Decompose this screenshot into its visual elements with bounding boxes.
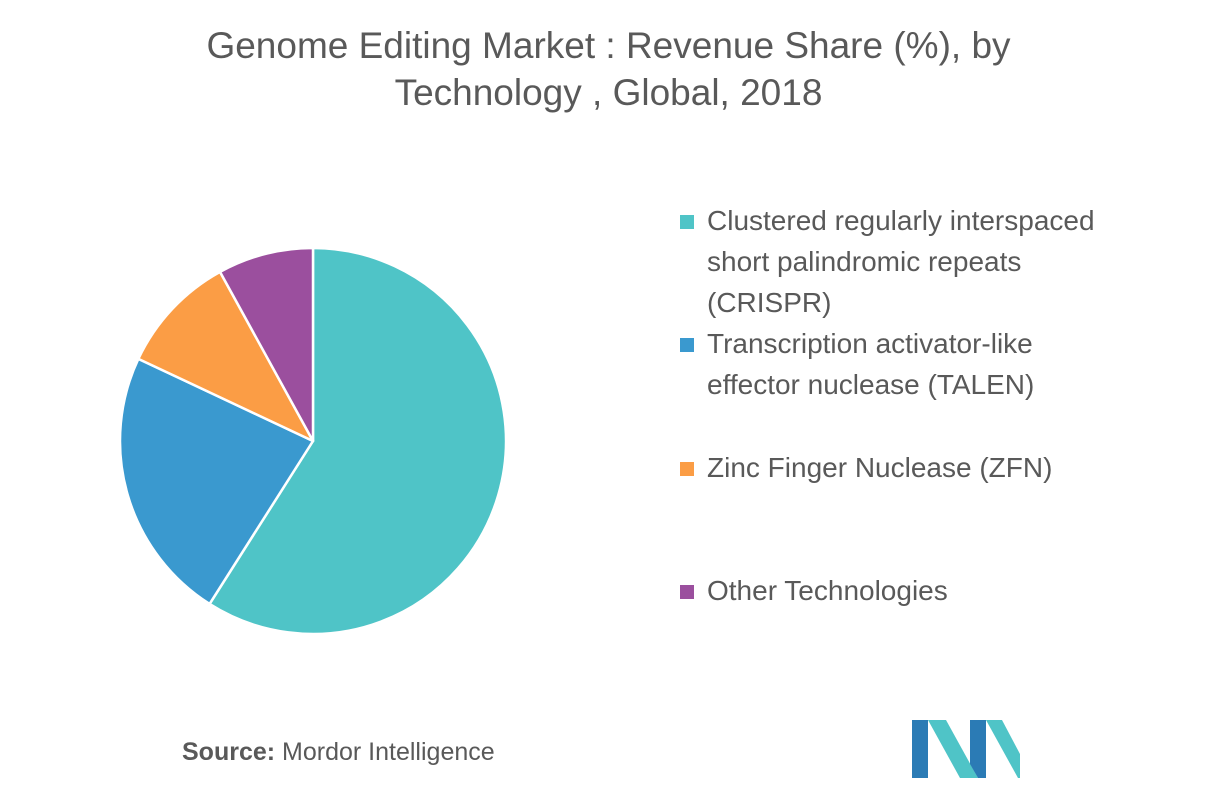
- chart-title-line-2: Technology , Global, 2018: [394, 72, 823, 113]
- legend-swatch-crispr: [680, 215, 694, 229]
- logo-left-bar: [912, 720, 928, 778]
- logo-left-diagonal: [928, 720, 978, 778]
- legend-label-crispr: Clustered regularly interspaced short pa…: [707, 200, 1177, 323]
- legend-label-other-line-1: Other Technologies: [707, 575, 948, 606]
- source-note: Source: Mordor Intelligence: [182, 738, 495, 767]
- legend-swatch-talen: [680, 338, 694, 352]
- legend-swatch-zfn: [680, 462, 694, 476]
- pie-slice-talen: [118, 357, 315, 606]
- legend-label-crispr-line-2: short palindromic repeats: [707, 246, 1022, 277]
- mordor-intelligence-logo: [912, 720, 1020, 778]
- logo-mid-bar: [970, 720, 986, 778]
- source-text: Mordor Intelligence: [282, 738, 495, 766]
- logo-right-diagonal: [986, 720, 1020, 778]
- legend-label-crispr-line-1: Clustered regularly interspaced: [707, 205, 1095, 236]
- pie-slice-zfn: [137, 270, 315, 443]
- legend-label-talen: Transcription activator-like effector nu…: [707, 323, 1177, 405]
- pie-chart: [118, 246, 508, 636]
- legend-label-other: Other Technologies: [707, 570, 1177, 611]
- source-label: Source:: [182, 738, 276, 766]
- legend-label-crispr-line-3: (CRISPR): [707, 287, 832, 318]
- pie-slice-other: [218, 246, 315, 443]
- pie-slice-crispr: [208, 246, 508, 636]
- chart-title: Genome Editing Market : Revenue Share (%…: [0, 22, 1217, 116]
- legend-label-talen-line-2: effector nuclease (TALEN): [707, 369, 1035, 400]
- chart-title-line-1: Genome Editing Market : Revenue Share (%…: [206, 25, 1011, 66]
- legend-label-talen-line-1: Transcription activator-like: [707, 328, 1033, 359]
- legend-label-zfn: Zinc Finger Nuclease (ZFN): [707, 447, 1177, 488]
- legend-swatch-other: [680, 585, 694, 599]
- legend-label-zfn-line-1: Zinc Finger Nuclease (ZFN): [707, 452, 1053, 483]
